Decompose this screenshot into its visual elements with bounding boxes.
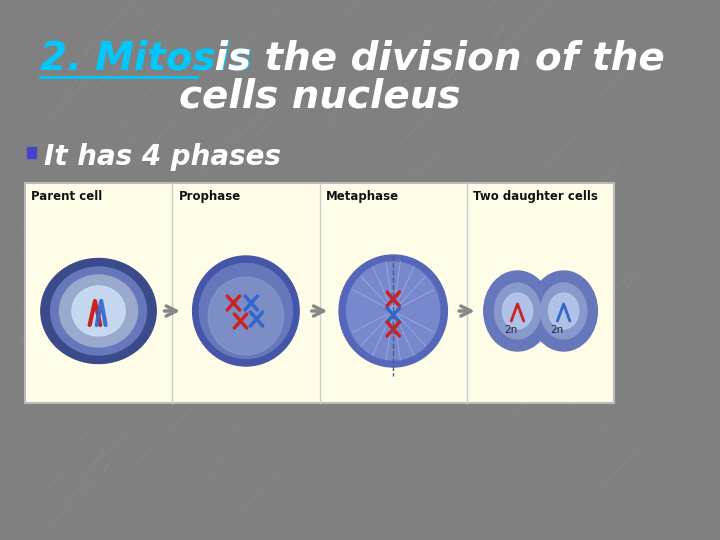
Ellipse shape bbox=[50, 267, 146, 355]
Ellipse shape bbox=[339, 255, 447, 367]
Ellipse shape bbox=[549, 293, 579, 329]
Ellipse shape bbox=[193, 256, 299, 366]
Text: Prophase: Prophase bbox=[179, 190, 240, 203]
Ellipse shape bbox=[72, 286, 125, 336]
Ellipse shape bbox=[530, 271, 598, 351]
FancyBboxPatch shape bbox=[25, 183, 614, 403]
Text: Two daughter cells: Two daughter cells bbox=[473, 190, 598, 203]
Ellipse shape bbox=[495, 283, 541, 339]
Text: Parent cell: Parent cell bbox=[31, 190, 102, 203]
Bar bbox=[27, 147, 37, 158]
Ellipse shape bbox=[60, 275, 138, 347]
Ellipse shape bbox=[541, 283, 587, 339]
Ellipse shape bbox=[208, 277, 284, 355]
Text: 2n: 2n bbox=[550, 325, 563, 335]
Text: Metaphase: Metaphase bbox=[325, 190, 399, 203]
Ellipse shape bbox=[503, 293, 533, 329]
Text: 2. Mitosis: 2. Mitosis bbox=[40, 40, 252, 78]
Text: 2n: 2n bbox=[504, 325, 517, 335]
Text: is the division of the: is the division of the bbox=[201, 40, 665, 78]
Text: It has 4 phases: It has 4 phases bbox=[45, 143, 282, 171]
Ellipse shape bbox=[199, 264, 292, 359]
Text: cells nucleus: cells nucleus bbox=[179, 78, 460, 116]
Ellipse shape bbox=[484, 271, 552, 351]
Ellipse shape bbox=[41, 259, 156, 363]
Ellipse shape bbox=[346, 262, 440, 360]
